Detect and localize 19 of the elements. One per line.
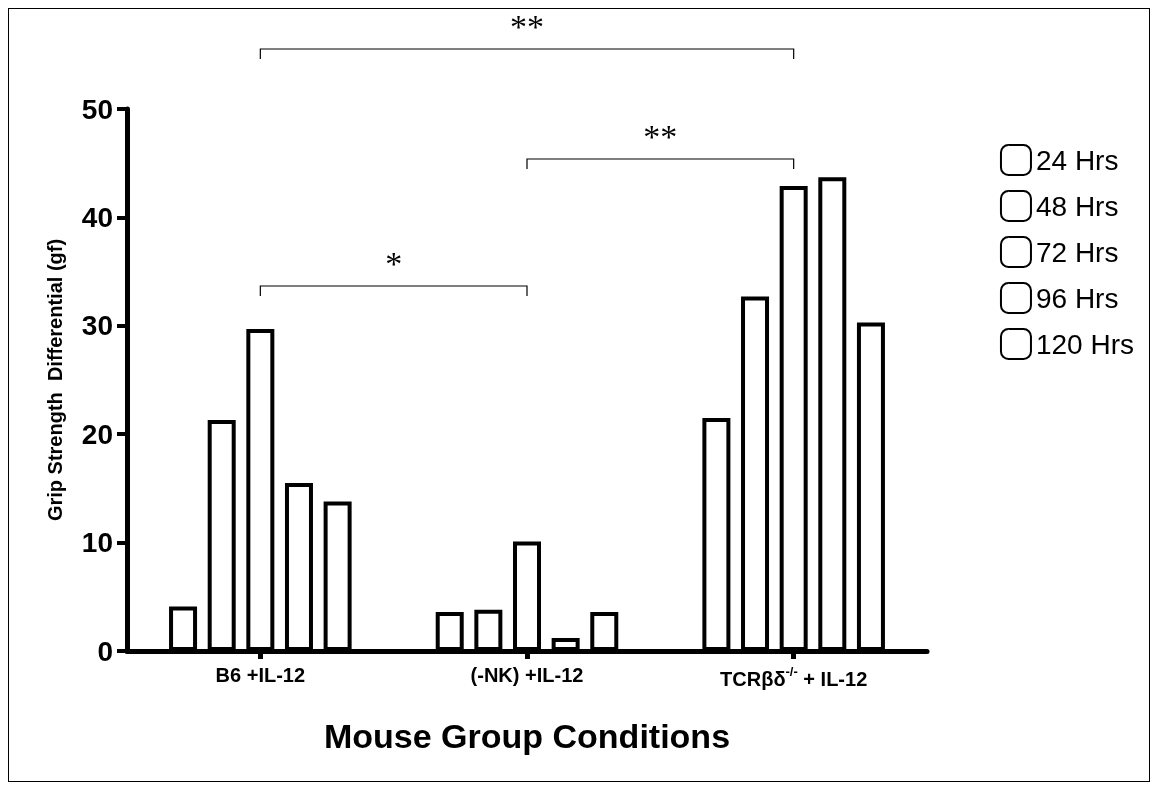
annotation: ** <box>643 117 678 155</box>
x-tick-label: B6 +IL-12 <box>215 664 306 686</box>
text: ** <box>510 7 544 45</box>
legend-label: 24 Hrs <box>1035 144 1119 176</box>
x-tick-label: TCRβδ-/- + IL-12 <box>720 664 868 690</box>
y-tick-label: 40 <box>81 201 113 233</box>
y-tick-label: 50 <box>81 93 113 125</box>
y-axis-title: Grip Strength Differential (gf) <box>44 238 66 522</box>
legend-label: 120 Hrs <box>1035 328 1135 360</box>
x-tick-label: (-NK) +IL-12 <box>470 664 584 686</box>
legend-label: 72 Hrs <box>1035 236 1119 268</box>
y-tick-label: 30 <box>81 310 113 342</box>
y-tick-label: 10 <box>81 527 113 559</box>
y-tick-label: 0 <box>97 635 113 667</box>
annotation: * <box>385 244 403 282</box>
legend-label: 48 Hrs <box>1035 190 1119 222</box>
legend-label: 96 Hrs <box>1035 282 1119 314</box>
y-tick-label: 20 <box>81 418 113 450</box>
x-axis-title: Mouse Group Conditions <box>323 717 731 755</box>
